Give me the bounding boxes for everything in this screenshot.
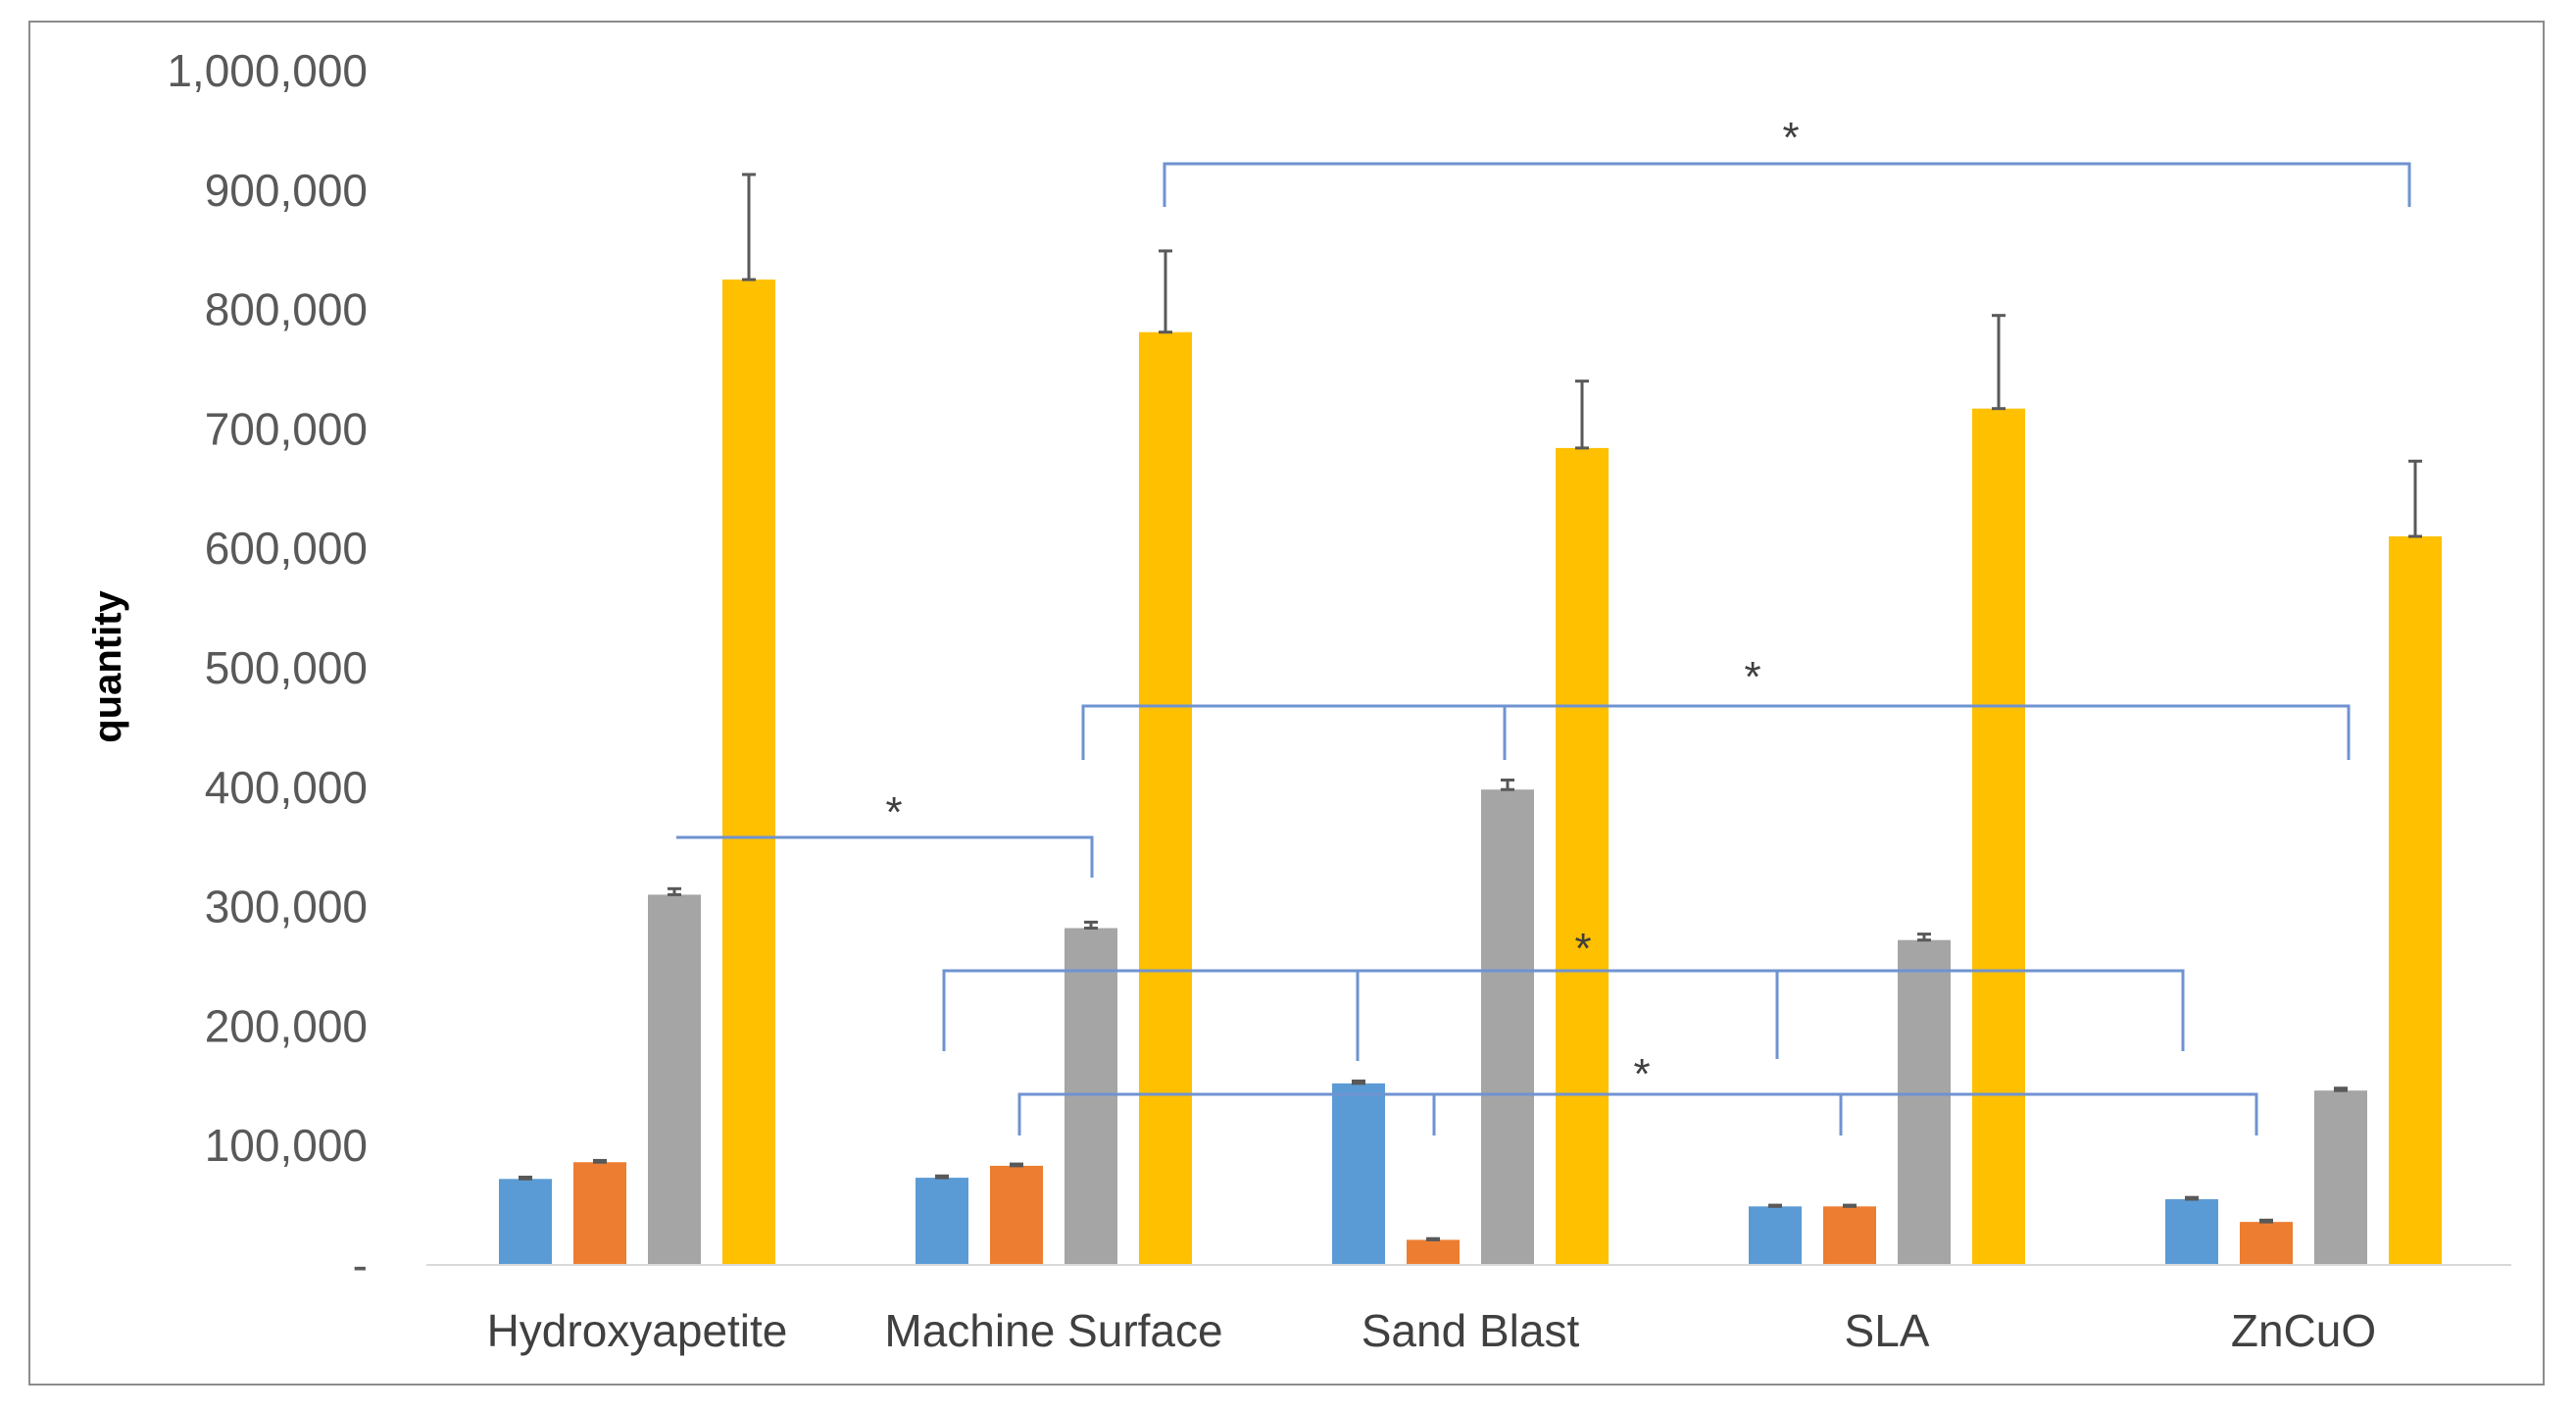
significance-star: * <box>1633 1050 1650 1098</box>
y-tick-label: 600,000 <box>205 523 368 574</box>
y-tick-label: 1,000,000 <box>167 45 368 96</box>
x-tick-label: Hydroxyapetite <box>487 1305 788 1356</box>
y-tick-label: 900,000 <box>205 165 368 216</box>
bar <box>2389 536 2442 1265</box>
bar <box>2314 1090 2367 1265</box>
significance-star: * <box>1744 653 1760 701</box>
y-tick-label: 700,000 <box>205 403 368 454</box>
bar <box>916 1178 968 1265</box>
bar <box>1898 939 1951 1265</box>
bar <box>499 1179 552 1265</box>
bar <box>1407 1239 1460 1265</box>
significance-bracket <box>1163 162 2411 207</box>
significance-bracket <box>1017 1092 2258 1135</box>
bar <box>1481 789 1534 1265</box>
significance-star: * <box>1782 114 1799 162</box>
bar <box>1332 1083 1385 1265</box>
y-tick-label: 200,000 <box>205 1000 368 1051</box>
y-tick-label: 800,000 <box>205 284 368 335</box>
bar <box>1065 928 1117 1265</box>
bar <box>1139 331 1192 1265</box>
bar <box>2165 1199 2218 1265</box>
chart-frame <box>28 21 2545 1386</box>
y-tick-labels: - 100,000 200,000 300,000 400,000 500,000 600,… <box>167 45 368 1290</box>
significance-star: * <box>885 788 902 836</box>
y-axis-label: quantity <box>86 589 129 742</box>
significance-brackets: * * * * * <box>676 114 2411 1135</box>
significance-bracket <box>1081 704 2351 760</box>
y-tick-label: - <box>353 1239 368 1290</box>
bar <box>1972 408 2025 1266</box>
category-labels: Hydroxyapetite Machine Surface Sand Blast S… <box>487 1305 2377 1356</box>
significance-star: * <box>1574 925 1591 973</box>
bar <box>1556 447 1609 1265</box>
bar <box>2240 1222 2293 1265</box>
bar <box>1749 1206 1802 1265</box>
significance-bracket <box>676 835 1094 878</box>
bar <box>648 894 701 1265</box>
bar <box>1823 1206 1876 1265</box>
x-tick-label: ZnCuO <box>2231 1305 2376 1356</box>
y-tick-label: 100,000 <box>205 1120 368 1171</box>
y-tick-label: 300,000 <box>205 882 368 933</box>
y-tick-label: 500,000 <box>205 642 368 693</box>
bar <box>722 279 775 1265</box>
x-tick-label: SLA <box>1845 1305 1930 1356</box>
bars-layer <box>499 173 2442 1266</box>
significance-bracket <box>942 969 2185 1061</box>
y-tick-label: 400,000 <box>205 762 368 813</box>
x-tick-label: Machine Surface <box>884 1305 1222 1356</box>
bar <box>990 1165 1043 1265</box>
x-tick-label: Sand Blast <box>1362 1305 1580 1356</box>
bar <box>573 1162 626 1265</box>
